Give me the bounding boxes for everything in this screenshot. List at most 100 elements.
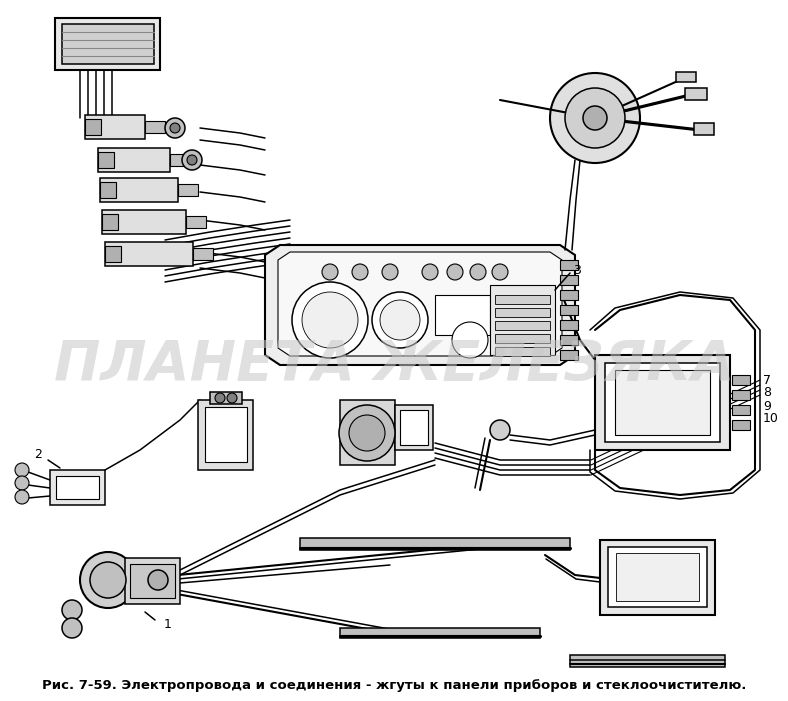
Bar	[100, 182, 116, 198]
Circle shape	[583, 106, 607, 130]
Circle shape	[490, 420, 510, 440]
Bar	[560, 260, 578, 270]
Bar	[62, 24, 154, 64]
Bar	[105, 246, 121, 262]
Polygon shape	[278, 252, 562, 356]
Bar	[608, 547, 707, 607]
Bar	[300, 538, 570, 550]
Bar	[732, 420, 750, 430]
Bar	[495, 295, 550, 304]
Circle shape	[447, 264, 463, 280]
Circle shape	[62, 618, 82, 638]
Bar	[490, 285, 555, 355]
Bar	[732, 375, 750, 385]
Circle shape	[182, 150, 202, 170]
Bar	[560, 350, 578, 360]
Bar	[560, 275, 578, 285]
Text: ПЛАНЕТА ЖЕЛЕЗЯКА: ПЛАНЕТА ЖЕЛЕЗЯКА	[54, 338, 734, 392]
Circle shape	[62, 600, 82, 620]
Bar	[694, 123, 714, 135]
Circle shape	[470, 264, 486, 280]
Text: 1: 1	[164, 618, 172, 632]
Text: 8: 8	[763, 386, 771, 400]
Bar	[595, 355, 730, 450]
Circle shape	[15, 490, 29, 504]
Bar	[340, 400, 395, 465]
Circle shape	[550, 73, 640, 163]
Circle shape	[492, 264, 508, 280]
Bar	[560, 335, 578, 345]
Bar	[495, 347, 550, 356]
Circle shape	[165, 118, 185, 138]
Circle shape	[292, 282, 368, 358]
Bar	[435, 295, 490, 335]
Circle shape	[452, 322, 488, 358]
Bar	[85, 115, 145, 139]
Bar	[732, 405, 750, 415]
Bar	[198, 400, 253, 470]
Circle shape	[382, 264, 398, 280]
Circle shape	[215, 393, 225, 403]
Bar	[560, 305, 578, 315]
Bar	[685, 88, 707, 100]
Text: 10: 10	[763, 412, 779, 426]
Bar	[570, 655, 725, 667]
Bar	[98, 152, 114, 168]
Bar	[85, 119, 101, 135]
Bar	[600, 540, 715, 615]
Bar	[340, 628, 540, 638]
Circle shape	[148, 570, 168, 590]
Text: Рис. 7-59. Электропровода и соединения - жгуты к панели приборов и стеклоочистит: Рис. 7-59. Электропровода и соединения -…	[42, 679, 746, 691]
Bar	[205, 407, 247, 462]
Bar	[105, 242, 193, 266]
Circle shape	[322, 264, 338, 280]
Bar	[395, 405, 433, 450]
Bar	[102, 214, 118, 230]
Bar	[102, 210, 186, 234]
Polygon shape	[265, 245, 575, 365]
Bar	[125, 558, 180, 604]
Bar	[495, 334, 550, 343]
Bar	[178, 184, 198, 196]
Circle shape	[187, 155, 197, 165]
Circle shape	[422, 264, 438, 280]
Bar	[400, 410, 428, 445]
Circle shape	[352, 264, 368, 280]
Text: 7: 7	[763, 374, 771, 386]
Bar	[186, 216, 206, 228]
Circle shape	[80, 552, 136, 608]
Text: 9: 9	[763, 400, 771, 412]
Bar	[130, 564, 175, 598]
Bar	[560, 290, 578, 300]
Circle shape	[565, 88, 625, 148]
Bar	[616, 553, 699, 601]
Circle shape	[349, 415, 385, 451]
Text: 3: 3	[573, 264, 581, 276]
Bar	[56, 476, 99, 499]
Circle shape	[90, 562, 126, 598]
Circle shape	[380, 300, 420, 340]
Circle shape	[372, 292, 428, 348]
Bar	[605, 363, 720, 442]
Bar	[98, 148, 170, 172]
Bar	[210, 392, 242, 404]
Bar	[100, 178, 178, 202]
Text: 2: 2	[34, 449, 42, 461]
Bar	[50, 470, 105, 505]
Bar	[495, 321, 550, 330]
Bar	[170, 154, 190, 166]
Bar	[615, 370, 710, 435]
Bar	[732, 390, 750, 400]
Bar	[560, 320, 578, 330]
Circle shape	[302, 292, 358, 348]
Circle shape	[15, 476, 29, 490]
Bar	[55, 18, 160, 70]
Bar	[676, 72, 696, 82]
Circle shape	[227, 393, 237, 403]
Circle shape	[339, 405, 395, 461]
Bar	[495, 308, 550, 317]
Circle shape	[170, 123, 180, 133]
Bar	[193, 248, 213, 260]
Bar	[145, 121, 165, 133]
Circle shape	[15, 463, 29, 477]
